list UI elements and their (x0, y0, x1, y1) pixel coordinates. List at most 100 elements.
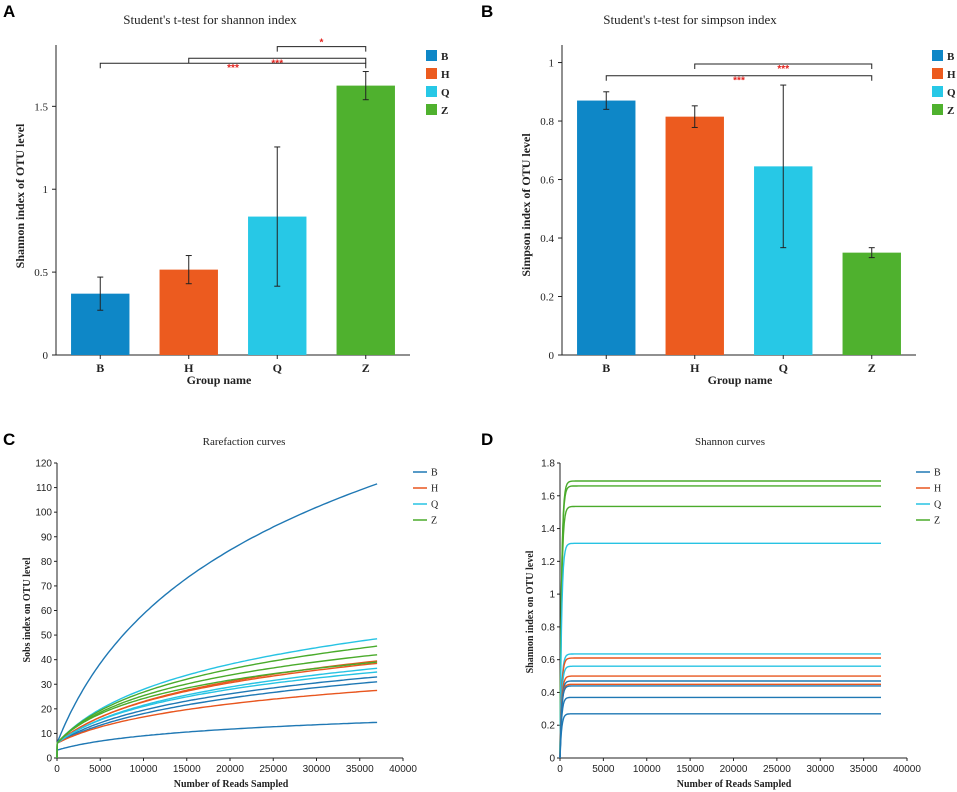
x-tick-label: 15000 (173, 764, 201, 775)
x-tick-label: 35000 (850, 764, 878, 775)
panel-c-plot: 0 10 20 30 40 50 60 70 80 90 100 110 120 0 5000 10000 15… (35, 459, 439, 776)
series-line-q (559, 542, 881, 759)
y-tick-label: 1 (43, 184, 49, 196)
series-line-b (559, 680, 881, 759)
panel-a-title: Student's t-test for shannon index (123, 12, 297, 27)
y-tick-label: 100 (35, 508, 52, 519)
legend-label: H (441, 69, 450, 81)
series-line-b (56, 681, 378, 759)
y-tick-label: 20 (41, 704, 53, 715)
category-label: Z (868, 361, 876, 375)
category-label: Z (362, 361, 370, 375)
legend-label: B (441, 51, 449, 63)
y-tick-label: 1.8 (541, 459, 555, 470)
series-line-b (559, 713, 881, 759)
panel-c-title: Rarefaction curves (203, 436, 286, 448)
legend-label: Z (441, 105, 448, 117)
significance-mark: *** (271, 58, 283, 69)
x-tick-label: 10000 (130, 764, 158, 775)
panel-d-ylabel: Shannon index on OTU level (525, 550, 536, 673)
panel-d-xlabel: Number of Reads Sampled (677, 779, 792, 790)
significance-mark: * (320, 38, 324, 49)
y-tick-label: 0.8 (540, 116, 554, 128)
category-label: H (690, 361, 700, 375)
x-tick-label: 10000 (633, 764, 661, 775)
bar-z (336, 85, 395, 355)
series-line-q (559, 653, 881, 759)
legend-swatch (932, 104, 943, 115)
x-tick-label: 0 (54, 764, 60, 775)
panel-d-plot: 0 0.2 0.4 0.6 0.8 1 1.2 1.4 1.6 1.8 0 5000 10000 1500… (541, 459, 942, 776)
y-tick-label: 0 (549, 754, 555, 765)
x-tick-label: 40000 (389, 764, 417, 775)
category-label: Q (273, 361, 282, 375)
panel-c-xlabel: Number of Reads Sampled (174, 779, 289, 790)
legend-swatch (426, 86, 437, 97)
x-tick-label: 20000 (720, 764, 748, 775)
series-line-b (56, 721, 378, 759)
series-line-z (56, 661, 378, 759)
y-tick-label: 0 (43, 350, 49, 362)
x-tick-label: 35000 (346, 764, 374, 775)
legend-label: Z (934, 516, 940, 527)
series-line-z (559, 480, 881, 759)
y-tick-label: 40 (41, 655, 53, 666)
legend-swatch (932, 50, 943, 61)
y-tick-label: 0.8 (541, 622, 555, 633)
legend-label: Q (934, 500, 942, 511)
y-tick-label: 0.5 (34, 267, 48, 279)
series-line-h (559, 683, 881, 759)
y-tick-label: 0.2 (540, 292, 554, 304)
series-line-h (56, 689, 378, 759)
legend-swatch (426, 104, 437, 115)
panel-b: B Student's t-test for simpson index Sim… (481, 2, 956, 387)
significance-mark: *** (733, 76, 745, 87)
panel-d: D Shannon curves Shannon index on OTU le… (481, 430, 942, 790)
y-tick-label: 0.4 (540, 233, 554, 245)
x-tick-label: 25000 (763, 764, 791, 775)
y-tick-label: 120 (35, 459, 52, 470)
y-tick-label: 0 (46, 754, 52, 765)
significance-bracket (605, 75, 873, 81)
panel-label-d: D (481, 430, 493, 449)
legend-label: H (947, 69, 956, 81)
legend-label: Z (947, 105, 954, 117)
bar-b (577, 100, 636, 355)
panel-a-xlabel: Group name (187, 373, 252, 387)
y-tick-label: 0 (549, 350, 555, 362)
y-tick-label: 80 (41, 557, 53, 568)
significance-bracket (99, 62, 367, 69)
category-label: H (184, 361, 194, 375)
legend-label: Q (947, 87, 956, 99)
x-tick-label: 15000 (676, 764, 704, 775)
series-line-h (56, 662, 378, 759)
significance-mark: *** (777, 64, 789, 75)
y-tick-label: 50 (41, 631, 53, 642)
panel-a-ylabel: Shannon index of OTU level (13, 123, 27, 268)
series-line-z (56, 645, 378, 759)
legend-label: H (431, 484, 438, 495)
legend-label: Q (441, 87, 450, 99)
y-tick-label: 0.6 (540, 175, 554, 187)
legend-label: B (947, 51, 955, 63)
bar-z (842, 252, 901, 355)
panel-label-a: A (3, 2, 15, 21)
y-tick-label: 1.6 (541, 491, 555, 502)
series-line-q (559, 665, 881, 759)
y-tick-label: 10 (41, 729, 53, 740)
panel-a: A Student's t-test for shannon index Sha… (3, 2, 450, 387)
panel-b-title: Student's t-test for simpson index (603, 12, 777, 27)
series-line-b (56, 483, 378, 759)
series-line-h (559, 657, 881, 759)
legend-label: Z (431, 516, 437, 527)
panel-b-ylabel: Simpson index of OTU level (519, 133, 533, 277)
y-tick-label: 30 (41, 680, 53, 691)
series-line-b (559, 685, 881, 759)
x-tick-label: 30000 (303, 764, 331, 775)
series-line-q (56, 671, 378, 759)
significance-mark: *** (227, 63, 239, 74)
legend-label: Q (431, 500, 439, 511)
